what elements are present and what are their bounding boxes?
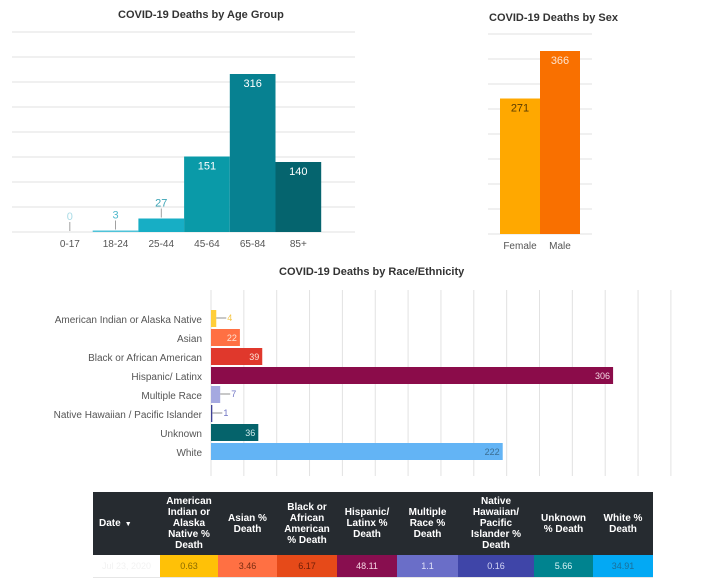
- bar: [92, 230, 139, 232]
- y-tick-label: Black or African American: [88, 353, 202, 364]
- table-cell: 5.66: [534, 555, 593, 578]
- age-chart-title: COVID-19 Deaths by Age Group: [118, 9, 284, 21]
- table-cell: 6.17: [277, 555, 337, 578]
- data-label: 7: [231, 389, 236, 399]
- bar: [138, 218, 185, 232]
- data-label: 22: [227, 333, 237, 343]
- data-label: 39: [249, 352, 259, 362]
- data-label: 27: [155, 198, 167, 210]
- x-tick-label: Male: [549, 241, 571, 252]
- data-label: 1: [223, 408, 228, 418]
- data-label: 0: [67, 211, 73, 223]
- bar: [211, 367, 614, 384]
- x-tick-label: 85+: [290, 239, 307, 250]
- table-cell: 1.1: [397, 555, 458, 578]
- bar: [229, 74, 276, 232]
- bar: [211, 329, 240, 346]
- x-tick-label: 18-24: [103, 239, 129, 250]
- column-header[interactable]: Black or African American % Death: [277, 492, 337, 555]
- data-label: 306: [595, 371, 610, 381]
- table-cell: 3.46: [218, 555, 277, 578]
- bar: [500, 98, 540, 234]
- data-label: 366: [551, 55, 569, 67]
- column-header[interactable]: Asian % Death: [218, 492, 277, 555]
- bar: [211, 310, 217, 327]
- x-tick-label: 25-44: [148, 239, 174, 250]
- x-tick-label: 65-84: [240, 239, 266, 250]
- bar: [184, 156, 230, 232]
- data-label: 3: [112, 210, 118, 222]
- table-cell: 48.11: [337, 555, 397, 578]
- table-header-row: Date ▼ American Indian or Alaska Native %…: [93, 492, 653, 555]
- table-cell: 0.63: [160, 555, 218, 578]
- race-chart: American Indian or Alaska Native 4 Asian 22…: [54, 290, 672, 476]
- y-tick-label: Asian: [177, 334, 202, 345]
- bar: [540, 51, 580, 234]
- column-header[interactable]: Native Hawaiian/ Pacific Islander % Deat…: [458, 492, 534, 555]
- y-tick-label: Hispanic/ Latinx: [131, 372, 202, 383]
- bar: [211, 386, 221, 403]
- table-cell-date: Jul 23, 2020: [93, 555, 160, 578]
- x-tick-label: 45-64: [194, 239, 220, 250]
- data-label: 316: [243, 78, 261, 90]
- column-header[interactable]: Hispanic/ Latinx % Death: [337, 492, 397, 555]
- y-tick-label: White: [176, 448, 202, 459]
- column-header[interactable]: American Indian or Alaska Native % Death: [160, 492, 218, 555]
- column-header[interactable]: White % Death: [593, 492, 653, 555]
- x-tick-label: Female: [503, 241, 537, 252]
- table-row: Jul 23, 2020 0.63 3.46 6.17 48.11 1.1 0.…: [93, 555, 653, 578]
- data-label: 271: [511, 103, 529, 115]
- column-header[interactable]: Multiple Race % Death: [397, 492, 458, 555]
- bar: [211, 443, 503, 460]
- data-label: 36: [245, 428, 255, 438]
- sex-chart: 271 Female 366 Male: [488, 33, 592, 252]
- race-chart-title: COVID-19 Deaths by Race/Ethnicity: [279, 266, 465, 278]
- table-cell: 0.16: [458, 555, 534, 578]
- table-cell: 34.91: [593, 555, 653, 578]
- bar: [275, 162, 322, 232]
- y-tick-label: Unknown: [160, 429, 202, 440]
- bar: [211, 405, 213, 422]
- bar: [211, 348, 263, 365]
- x-tick-label: 0-17: [60, 239, 80, 250]
- y-tick-label: American Indian or Alaska Native: [55, 315, 203, 326]
- race-percent-table: Date ▼ American Indian or Alaska Native %…: [93, 492, 653, 578]
- data-label: 151: [198, 161, 216, 173]
- sex-chart-title: COVID-19 Deaths by Sex: [489, 12, 618, 24]
- caret-down-icon[interactable]: ▼: [124, 520, 132, 528]
- column-header[interactable]: Unknown % Death: [534, 492, 593, 555]
- y-tick-label: Native Hawaiian / Pacific Islander: [54, 410, 203, 421]
- y-tick-label: Multiple Race: [141, 391, 202, 402]
- data-label: 4: [227, 313, 232, 323]
- data-label: 140: [289, 166, 307, 178]
- data-label: 222: [485, 447, 500, 457]
- bar: [211, 424, 259, 441]
- age-chart: 0 0-17 3 18-24 27 25-44 151 45-64 316 65-84 140 85+: [12, 31, 355, 250]
- column-header-date[interactable]: Date ▼: [93, 492, 160, 555]
